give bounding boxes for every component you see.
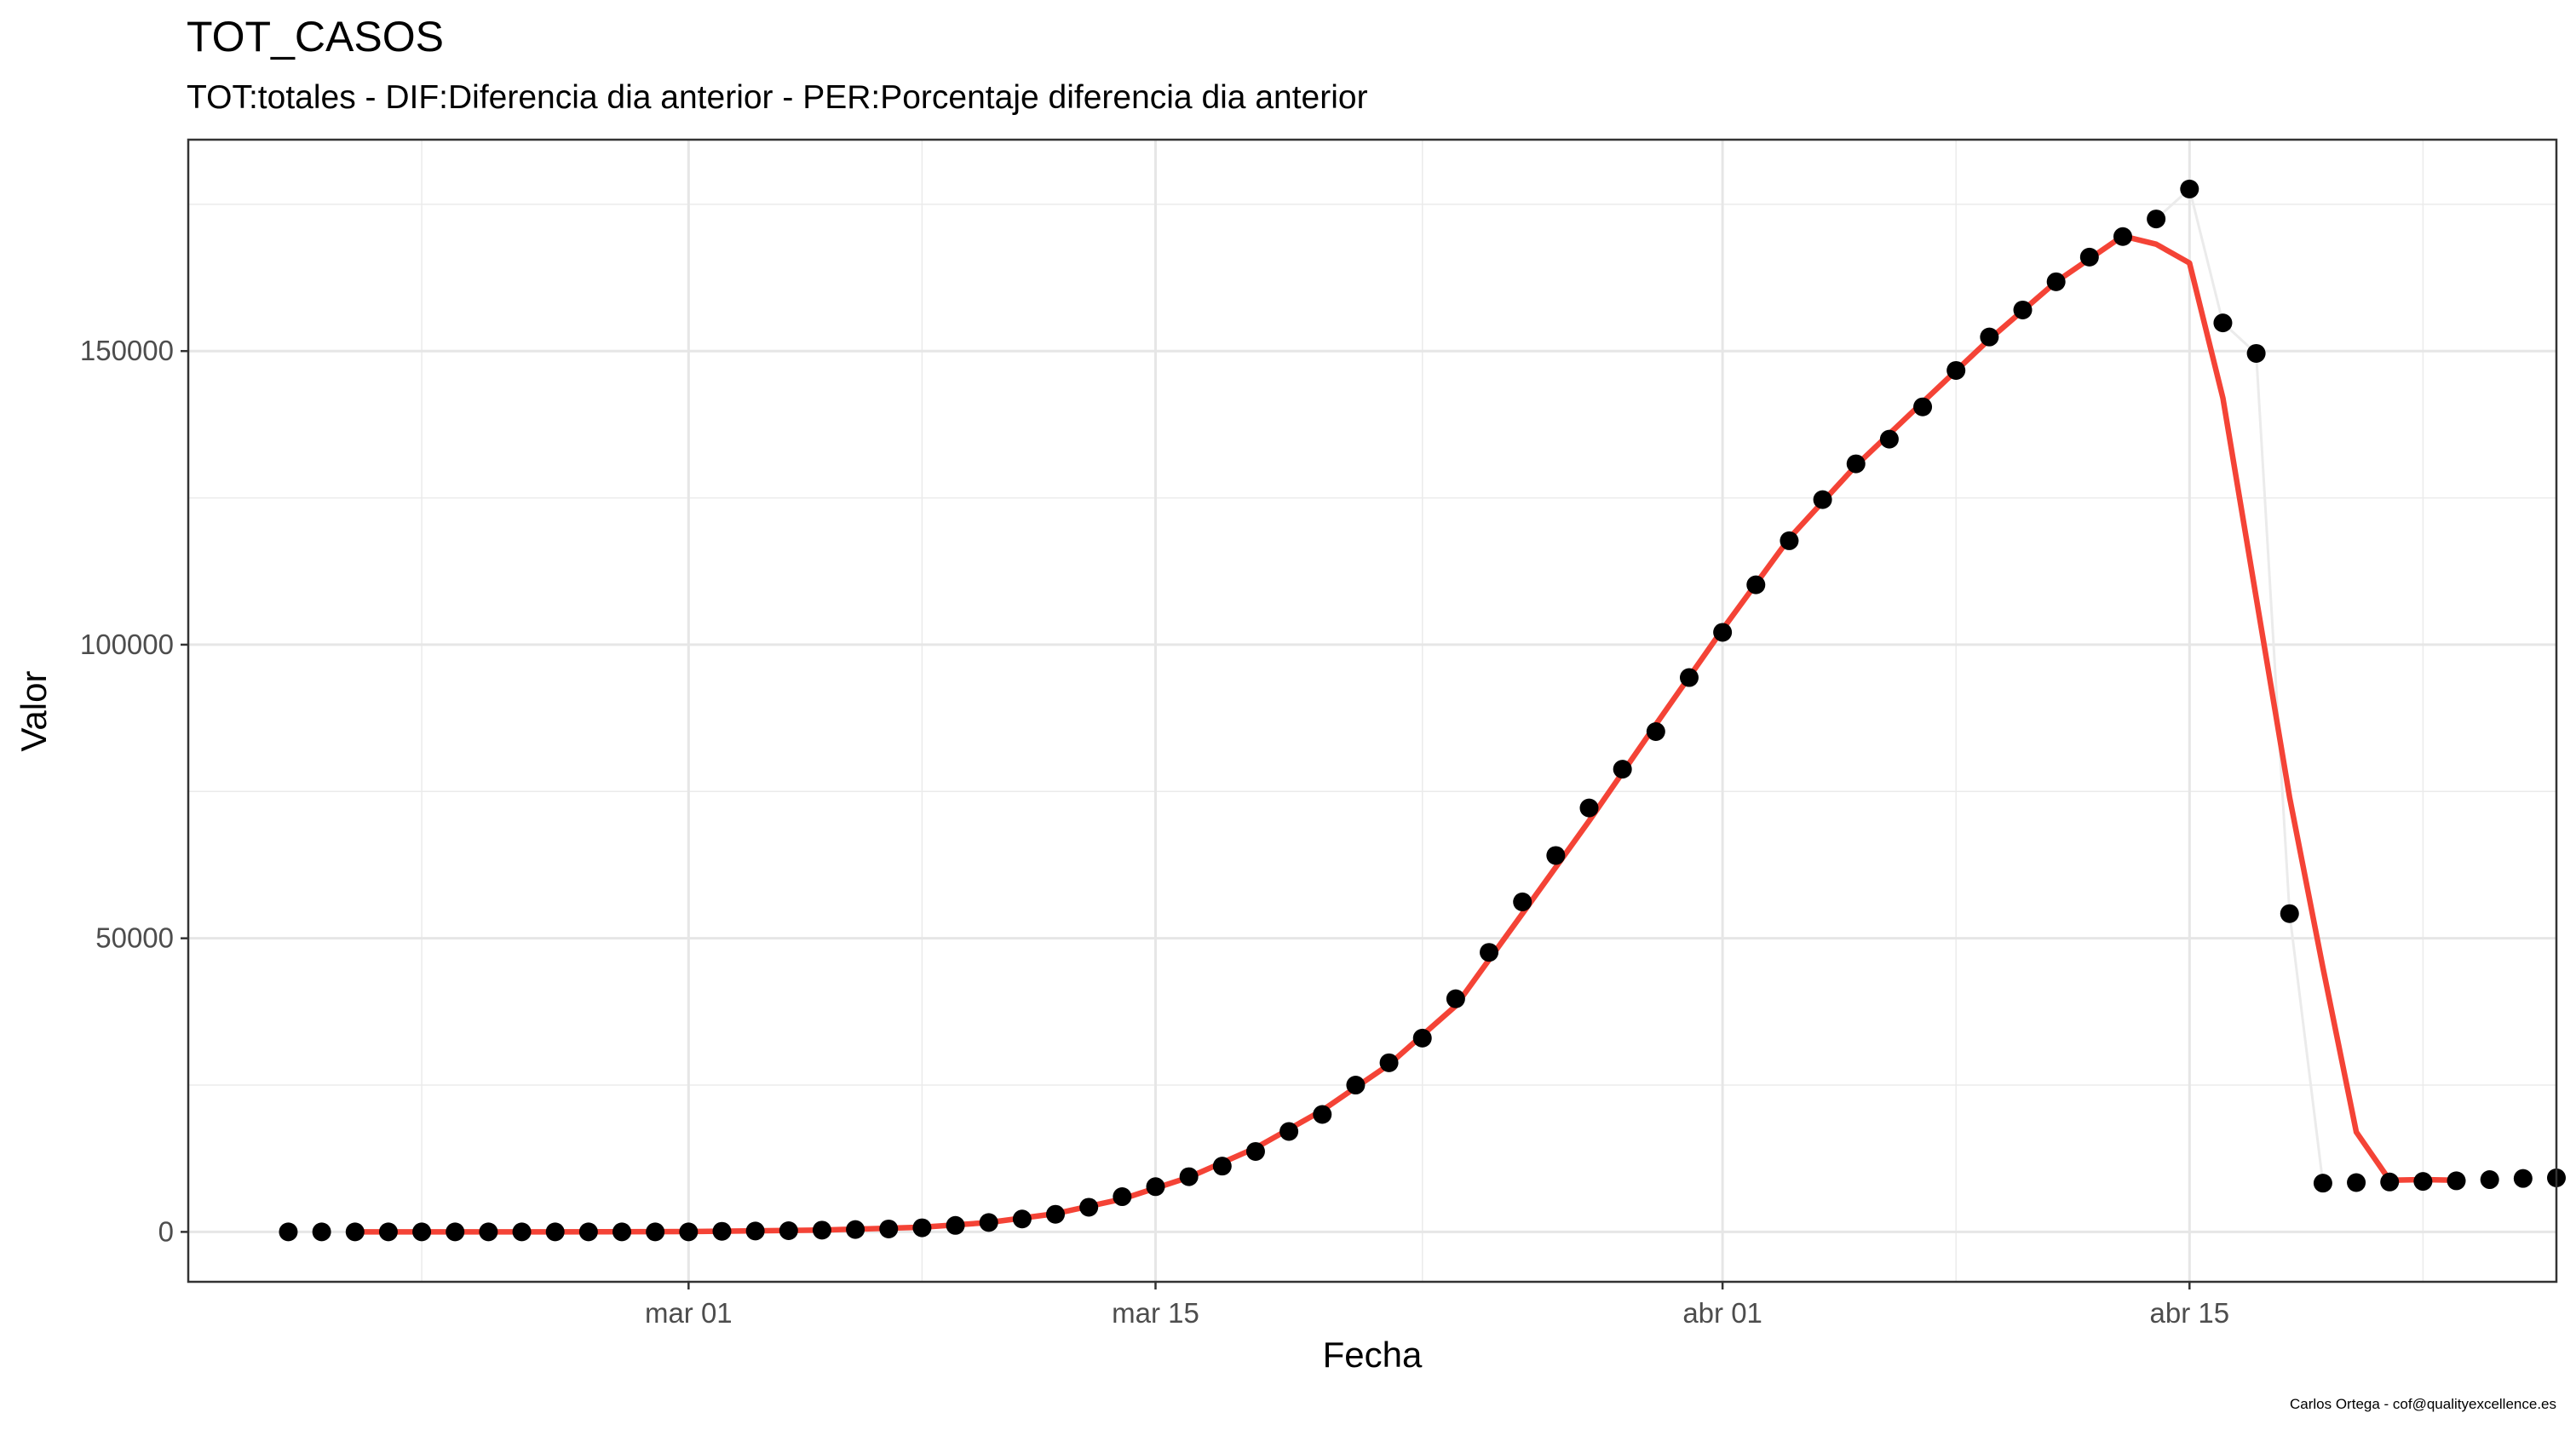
data-point xyxy=(1679,668,1699,687)
data-point xyxy=(2313,1174,2332,1193)
data-point xyxy=(2079,247,2099,267)
data-point xyxy=(2213,313,2233,333)
data-point xyxy=(1646,721,1665,741)
data-point xyxy=(2280,904,2299,923)
data-point xyxy=(1613,760,1632,779)
x-axis-title: Fecha xyxy=(1323,1335,1423,1375)
data-point xyxy=(1946,360,1966,380)
x-tick-label: mar 01 xyxy=(645,1297,733,1329)
data-point xyxy=(812,1220,831,1240)
data-point xyxy=(1212,1157,1232,1176)
data-point xyxy=(1546,846,1566,865)
data-point xyxy=(1579,798,1599,818)
plot-border xyxy=(187,138,2558,1284)
x-tick-label: abr 01 xyxy=(1682,1297,1762,1329)
data-point xyxy=(2447,1171,2466,1191)
data-point xyxy=(1245,1141,1265,1161)
y-axis: 0 50000 100000 150000 xyxy=(80,335,188,1247)
data-point xyxy=(1780,531,1799,550)
data-point xyxy=(712,1221,732,1241)
data-point xyxy=(879,1219,899,1238)
data-point xyxy=(2347,1173,2366,1192)
data-point xyxy=(1346,1076,1366,1095)
data-point xyxy=(312,1222,331,1242)
data-point xyxy=(1446,989,1465,1008)
data-point xyxy=(2246,343,2266,363)
x-tick-label: abr 15 xyxy=(2150,1297,2230,1329)
caption: Carlos Ortega - cof@qualityexcellence.es xyxy=(2290,1396,2556,1412)
data-point xyxy=(1480,943,1499,962)
data-point xyxy=(612,1222,632,1242)
data-point xyxy=(946,1215,965,1235)
data-point xyxy=(2513,1169,2533,1188)
data-point xyxy=(1813,490,1832,509)
data-point xyxy=(2046,272,2066,291)
data-point xyxy=(1713,623,1733,642)
data-point xyxy=(1846,454,1866,474)
data-point xyxy=(2413,1172,2433,1192)
data-point xyxy=(646,1222,665,1242)
data-point xyxy=(2480,1170,2499,1190)
data-point xyxy=(1879,429,1899,449)
data-point xyxy=(446,1222,465,1242)
data-point xyxy=(1313,1105,1332,1124)
chart-subtitle: TOT:totales - DIF:Diferencia dia anterio… xyxy=(187,79,1368,116)
data-point xyxy=(679,1222,699,1242)
data-point xyxy=(912,1218,932,1238)
data-point xyxy=(1513,892,1532,911)
data-point xyxy=(979,1213,998,1232)
data-point xyxy=(745,1221,765,1241)
data-point xyxy=(378,1222,398,1242)
data-point xyxy=(578,1222,598,1242)
data-point xyxy=(779,1221,798,1241)
y-axis-title: Valor xyxy=(14,671,54,752)
data-point xyxy=(1079,1197,1099,1217)
data-point xyxy=(1913,397,1933,416)
y-tick-label: 150000 xyxy=(80,335,174,366)
data-point xyxy=(512,1222,532,1242)
data-point xyxy=(1379,1053,1399,1072)
data-point xyxy=(2113,227,2132,246)
data-point xyxy=(1412,1028,1432,1048)
data-point xyxy=(2180,179,2199,198)
data-point xyxy=(1179,1167,1199,1186)
data-point xyxy=(345,1222,365,1242)
data-point xyxy=(846,1220,865,1239)
data-point xyxy=(479,1222,498,1242)
y-tick-label: 100000 xyxy=(80,629,174,660)
data-point xyxy=(1113,1187,1132,1207)
data-point xyxy=(545,1222,565,1242)
chart-title: TOT_CASOS xyxy=(187,13,444,60)
y-tick-label: 0 xyxy=(158,1215,174,1247)
plot-panel xyxy=(188,140,2556,1282)
grid-minor xyxy=(188,140,2556,1282)
grid-major xyxy=(188,140,2556,1282)
data-point xyxy=(279,1222,298,1242)
data-point xyxy=(2147,210,2166,229)
data-point xyxy=(1980,327,1999,347)
data-point xyxy=(2380,1172,2400,1192)
data-point xyxy=(1146,1177,1165,1197)
x-tick-label: mar 15 xyxy=(1112,1297,1199,1329)
points-layer xyxy=(279,179,2566,1242)
data-point xyxy=(1046,1204,1066,1224)
y-tick-label: 50000 xyxy=(95,922,174,954)
data-point xyxy=(1279,1122,1299,1141)
data-point xyxy=(1012,1209,1032,1229)
data-point xyxy=(2013,300,2033,319)
x-axis: mar 01 mar 15 abr 01 abr 15 xyxy=(645,1282,2229,1329)
data-point xyxy=(1746,575,1766,594)
data-point xyxy=(412,1222,432,1242)
